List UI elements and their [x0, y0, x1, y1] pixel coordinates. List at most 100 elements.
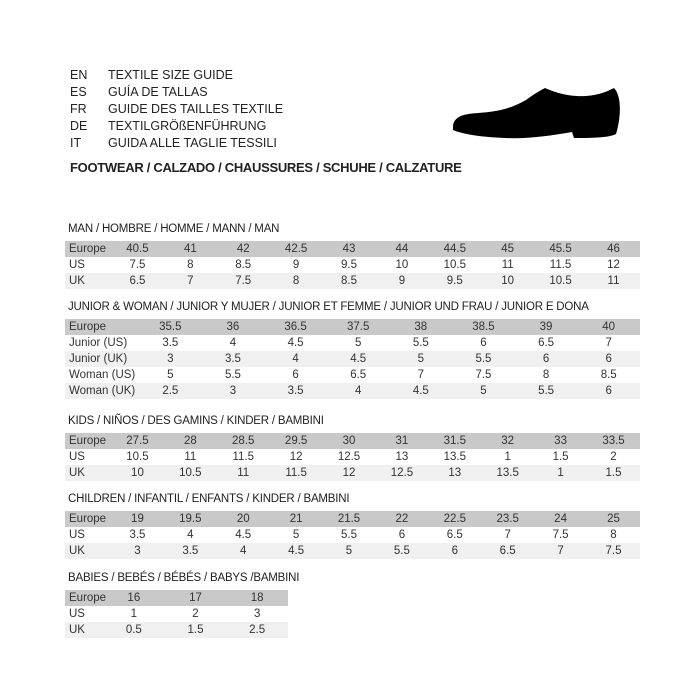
size-cell: 36.5: [264, 319, 327, 335]
size-cell: 9: [269, 257, 323, 273]
lang-code: FR: [70, 102, 87, 116]
footwear-heading: FOOTWEAR / CALZADO / CHAUSSURES / SCHUHE…: [70, 160, 462, 175]
size-cell: 11: [481, 257, 535, 273]
row-label: Europe: [65, 590, 106, 606]
size-cell: 4.5: [389, 383, 453, 399]
size-cell: 4: [216, 543, 270, 559]
section-junior-woman: JUNIOR & WOMAN / JUNIOR Y MUJER / JUNIOR…: [65, 300, 640, 399]
size-cell: 13.5: [428, 449, 482, 465]
size-cell: 33: [534, 433, 588, 449]
size-cell: 12: [322, 465, 376, 481]
size-cell: 6: [375, 527, 429, 543]
size-cell: 7.5: [587, 543, 640, 559]
shoe-icon: [453, 88, 620, 139]
size-cell: 11.5: [216, 449, 270, 465]
size-cell: 33.5: [587, 433, 640, 449]
size-cell: 10: [375, 257, 429, 273]
size-cell: 12: [587, 257, 640, 273]
size-cell: 7: [389, 367, 453, 383]
size-cell: 44: [375, 241, 429, 257]
row-label: Europe: [65, 319, 139, 335]
size-cell: 3: [111, 543, 164, 559]
size-cell: 6: [577, 383, 640, 399]
table-row: Europe 35.5 36 36.5 37.5 38 38.5 39 40: [65, 319, 640, 335]
size-cell: 3: [201, 383, 265, 399]
lang-row-de: DE TEXTILGRÖßENFÜHRUNG: [70, 118, 283, 135]
size-cell: 13: [375, 449, 429, 465]
size-cell: 6.5: [514, 335, 578, 351]
size-cell: 7: [481, 527, 535, 543]
table-row: Europe 40.5 41 42 42.5 43 44 44.5 45 45.5 46: [65, 241, 640, 257]
lang-row-it: IT GUIDA ALLE TAGLIE TESSILI: [70, 135, 283, 152]
lang-title: TEXTILE SIZE GUIDE: [108, 68, 234, 82]
table-row: UK 6.5 7 7.5 8 8.5 9 9.5 10 10.5 11: [65, 273, 640, 289]
size-cell: 2: [164, 606, 227, 622]
size-cell: 5.5: [375, 543, 429, 559]
size-cell: 6.5: [111, 273, 164, 289]
size-cell: 19.5: [163, 511, 217, 527]
table-row: US 10.5 11 11.5 12 12.5 13 13.5 1 1.5 2: [65, 449, 640, 465]
size-cell: 10: [481, 273, 535, 289]
row-label: UK: [65, 543, 111, 559]
size-cell: 23.5: [481, 511, 535, 527]
size-cell: 4: [201, 335, 265, 351]
table-row: Junior (US) 3.5 4 4.5 5 5.5 6 6.5 7: [65, 335, 640, 351]
lang-title: TEXTILGRÖßENFÜHRUNG: [108, 119, 267, 133]
size-cell: 32: [481, 433, 535, 449]
section-title: KIDS / NIÑOS / DES GAMINS / KINDER / BAM…: [68, 415, 324, 427]
size-cell: 11: [163, 449, 217, 465]
size-cell: 28.5: [216, 433, 270, 449]
size-cell: 4.5: [269, 543, 323, 559]
size-cell: 8: [587, 527, 640, 543]
size-cell: 5.5: [514, 383, 578, 399]
size-cell: 9: [375, 273, 429, 289]
size-table-babies: Europe 16 17 18 US 1 2 3 UK 0.5 1.5 2.5: [65, 590, 288, 638]
size-cell: 1: [534, 465, 588, 481]
table-row: US 7.5 8 8.5 9 9.5 10 10.5 11 11.5 12: [65, 257, 640, 273]
size-cell: 1: [103, 606, 165, 622]
size-cell: 2: [587, 449, 640, 465]
size-cell: 10.5: [534, 273, 588, 289]
size-cell: 38.5: [452, 319, 515, 335]
size-table-kids: Europe 27.5 28 28.5 29.5 30 31 31.5 32 33 33.5 US 10…: [65, 433, 640, 481]
size-cell: 21.5: [322, 511, 376, 527]
size-cell: 6: [264, 367, 327, 383]
size-cell: 8: [163, 257, 217, 273]
size-cell: 5.5: [201, 367, 265, 383]
table-row: Junior (UK) 3 3.5 4 4.5 5 5.5 6 6: [65, 351, 640, 367]
size-cell: 3.5: [264, 383, 327, 399]
size-cell: 44.5: [428, 241, 482, 257]
size-cell: 7: [163, 273, 217, 289]
size-cell: 3: [226, 606, 288, 622]
row-label: UK: [65, 465, 111, 481]
size-cell: 10: [111, 465, 164, 481]
size-cell: 8.5: [577, 367, 640, 383]
size-cell: 9.5: [428, 273, 482, 289]
row-label: Woman (UK): [65, 383, 139, 399]
section-kids: KIDS / NIÑOS / DES GAMINS / KINDER / BAM…: [65, 414, 640, 481]
lang-title: GUÍA DE TALLAS: [108, 85, 208, 99]
lang-code: EN: [70, 68, 88, 82]
table-row: Europe 16 17 18: [65, 590, 288, 606]
size-cell: 6: [514, 351, 578, 367]
size-cell: 24: [534, 511, 588, 527]
size-cell: 35.5: [139, 319, 202, 335]
size-cell: 6: [577, 351, 640, 367]
row-label: US: [65, 606, 103, 622]
size-cell: 6.5: [326, 367, 390, 383]
size-cell: 10.5: [428, 257, 482, 273]
size-cell: 5: [389, 351, 453, 367]
size-cell: 2.5: [226, 622, 288, 638]
size-cell: 8.5: [322, 273, 376, 289]
size-cell: 16: [103, 590, 165, 606]
size-cell: 4.5: [216, 527, 270, 543]
size-cell: 8.5: [216, 257, 270, 273]
section-man: MAN / HOMBRE / HOMME / MANN / MAN Europe…: [65, 222, 640, 289]
size-cell: 11.5: [534, 257, 588, 273]
table-row: Woman (US) 5 5.5 6 6.5 7 7.5 8 8.5: [65, 367, 640, 383]
size-cell: 3.5: [201, 351, 265, 367]
section-title: JUNIOR & WOMAN / JUNIOR Y MUJER / JUNIOR…: [68, 301, 589, 313]
size-cell: 7: [534, 543, 588, 559]
lang-row-fr: FR GUIDE DES TAILLES TEXTILE: [70, 101, 283, 118]
table-row: UK 10 10.5 11 11.5 12 12.5 13 13.5 1 1.5: [65, 465, 640, 481]
